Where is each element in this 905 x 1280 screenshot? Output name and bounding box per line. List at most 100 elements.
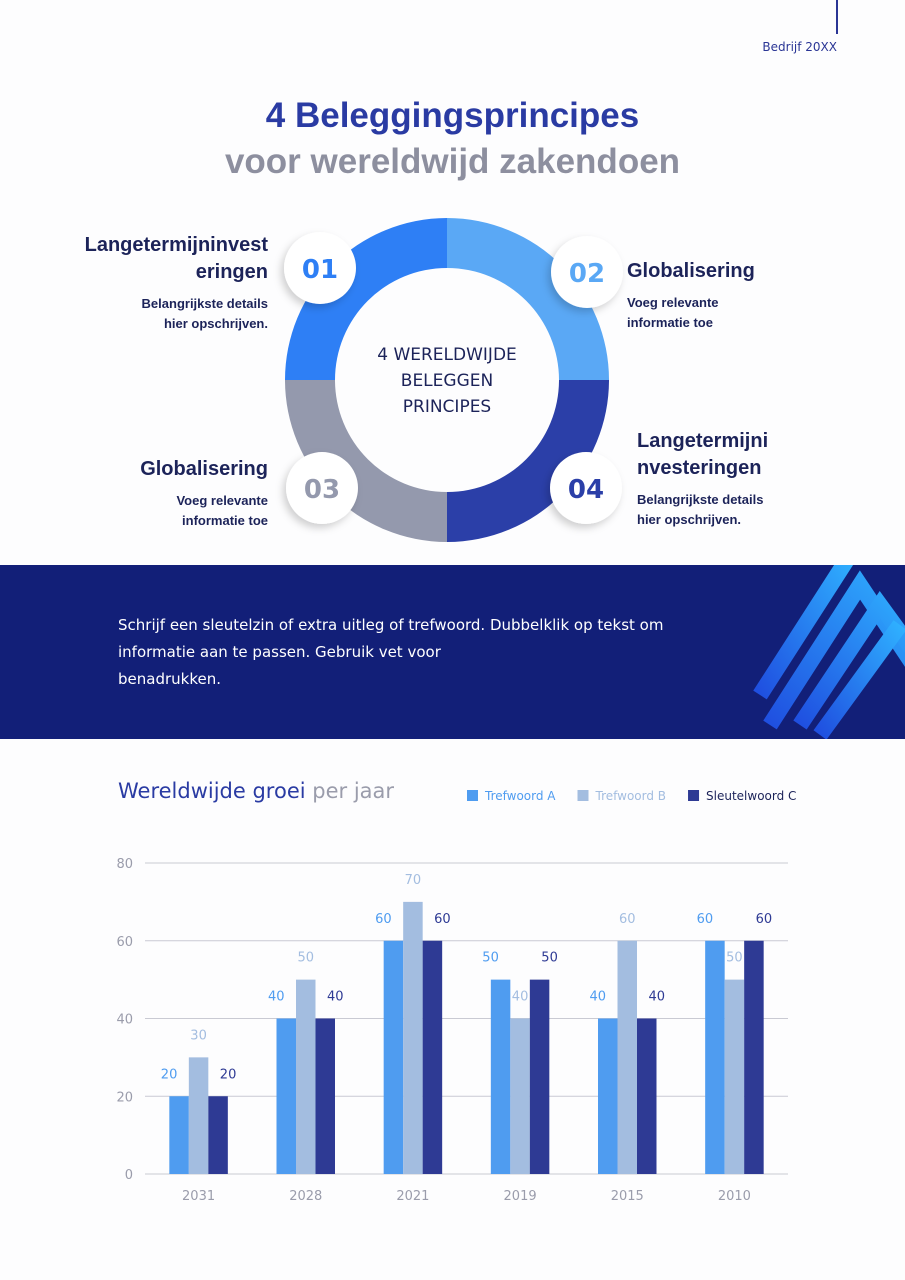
bar	[724, 979, 745, 1174]
bar	[383, 940, 404, 1174]
data-label: 40	[512, 990, 529, 1005]
donut-segment	[447, 218, 609, 380]
chart-title-main: Wereldwijde groei	[118, 779, 306, 803]
bar	[744, 940, 764, 1174]
principle: Langetermijni nvesteringen Belangrijkste …	[637, 428, 897, 530]
y-tick-label: 20	[116, 1090, 133, 1105]
data-label: 70	[405, 873, 422, 888]
principle-title: Langetermijni	[637, 430, 769, 452]
principle-title: nvesteringen	[637, 457, 762, 479]
data-label: 40	[327, 990, 344, 1005]
x-tick-label: 2028	[289, 1189, 322, 1204]
chart: Wereldwijde groei per jaar 0 20 40 60 80 Tref…	[116, 779, 796, 1204]
data-label: 60	[375, 912, 392, 927]
bar	[510, 1018, 530, 1174]
badge-number: 03	[304, 475, 340, 505]
badge-number: 04	[568, 475, 604, 505]
bar	[490, 979, 511, 1174]
banner	[0, 565, 905, 739]
bar	[403, 901, 423, 1174]
stripes	[753, 565, 905, 739]
badge-number: 01	[302, 255, 338, 285]
center-line: BELEGGEN	[400, 371, 494, 391]
legend-label: Trefwoord A	[484, 789, 556, 803]
bar	[208, 1096, 228, 1174]
bar	[637, 1018, 657, 1174]
legend-label: Sleutelwoord C	[706, 789, 796, 803]
legend-swatch	[577, 790, 589, 801]
banner-text: Schrijf een sleutelzin of extra uitleg o…	[118, 612, 678, 693]
data-label: 50	[541, 951, 558, 966]
data-label: 50	[482, 951, 499, 966]
subtitle: voor wereldwijd zakendoen	[224, 142, 681, 181]
principle: Globalisering Voeg relevante informatie t…	[627, 258, 887, 333]
chart-title: Wereldwijde groei per jaar	[118, 779, 394, 803]
donut: 01 02 03 04	[284, 218, 623, 542]
bar	[315, 1018, 335, 1174]
badge	[551, 236, 623, 308]
principle-desc: Belangrijkste details	[637, 492, 764, 507]
data-label: 60	[434, 912, 451, 927]
banner-line: informatie aan te passen. Gebruik vet vo…	[118, 643, 441, 661]
y-tick-label: 60	[116, 935, 133, 950]
x-tick-label: 2015	[611, 1189, 644, 1204]
x-tick-label: 2021	[396, 1189, 429, 1204]
bar	[617, 940, 637, 1174]
data-label: 60	[697, 912, 714, 927]
title: 4 Beleggingsprincipes	[265, 96, 640, 135]
bar	[705, 940, 725, 1174]
principle-desc: hier opschrijven.	[163, 316, 268, 331]
data-label: 60	[756, 912, 773, 927]
banner-line: Schrijf een sleutelzin of extra uitleg o…	[118, 616, 664, 634]
x-tick-label: 2019	[504, 1189, 537, 1204]
legend-swatch	[467, 790, 478, 801]
legend-swatch	[688, 790, 700, 801]
principle-desc: Voeg relevante	[176, 493, 268, 508]
data-label: 20	[161, 1067, 178, 1082]
y-tick-label: 80	[116, 857, 133, 872]
badge	[284, 232, 356, 304]
badge	[550, 452, 622, 524]
principle-title: Globalisering	[627, 260, 755, 282]
data-label: 40	[268, 990, 285, 1005]
donut-center: 4 WERELDWIJDE BELEGGEN PRINCIPES	[347, 342, 547, 420]
bar	[188, 1057, 209, 1174]
bar	[169, 1096, 189, 1174]
bar	[598, 1018, 618, 1174]
principle-desc: informatie toe	[627, 315, 713, 330]
principle-desc: hier opschrijven.	[637, 512, 742, 527]
x-tick-label: 2031	[182, 1189, 215, 1204]
data-label: 20	[220, 1067, 237, 1082]
principle-desc: Voeg relevante	[627, 295, 719, 310]
bar	[296, 979, 316, 1174]
principle-title: eringen	[195, 261, 268, 283]
bar	[276, 1018, 296, 1174]
header-rule	[836, 0, 838, 34]
principle: Langetermijninvest eringen Belangrijkste …	[8, 232, 268, 334]
center-line: PRINCIPES	[402, 397, 492, 417]
data-label: 40	[589, 990, 606, 1005]
banner-line: benadrukken.	[118, 670, 221, 688]
data-label: 40	[648, 990, 665, 1005]
company: Bedrijf 20XX	[762, 40, 837, 54]
center-line: 4 WERELDWIJDE	[377, 345, 517, 365]
principle-title: Langetermijninvest	[84, 234, 268, 256]
data-label: 50	[297, 951, 314, 966]
data-label: 30	[190, 1028, 207, 1043]
bar	[529, 979, 550, 1174]
chart-title-suffix: per jaar	[312, 779, 394, 803]
banner-decoration	[753, 565, 905, 739]
y-tick-label: 0	[125, 1168, 133, 1183]
badge-number: 02	[569, 259, 605, 289]
principle-desc: Belangrijkste details	[141, 296, 268, 311]
x-tick-label: 2010	[718, 1189, 751, 1204]
legend-label: Trefwoord B	[595, 789, 667, 803]
y-tick-label: 40	[116, 1013, 133, 1028]
principle-title: Globalisering	[140, 458, 268, 480]
badge	[286, 452, 358, 524]
data-label: 50	[726, 951, 743, 966]
data-label: 60	[619, 912, 636, 927]
donut-segment	[447, 380, 609, 542]
principle-desc: informatie toe	[182, 513, 268, 528]
